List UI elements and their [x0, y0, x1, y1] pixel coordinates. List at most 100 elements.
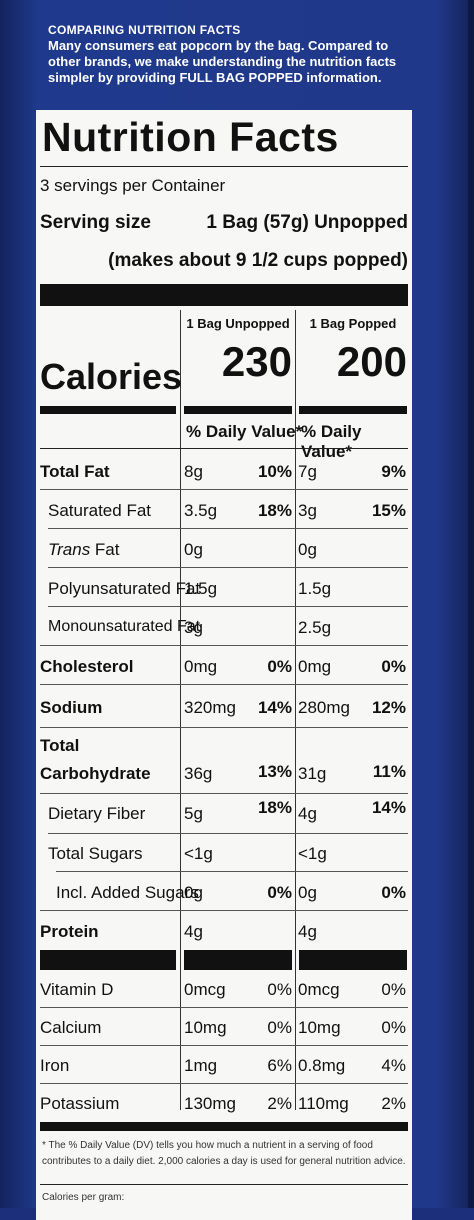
dv-unpopped: 18% [257, 501, 292, 520]
amount-unpopped: 0mg [184, 657, 218, 676]
calories-bar-left [40, 406, 176, 414]
calories-per-gram: Calories per gram: [42, 1192, 125, 1203]
nutrient-name-line-1: Total [40, 736, 80, 755]
dv-unpopped: 13% [257, 762, 292, 781]
amount-popped: 4g [298, 804, 317, 823]
amount-unpopped: 36g [184, 764, 213, 783]
amount-unpopped: 3g [184, 618, 203, 637]
dv-popped: 12% [371, 698, 406, 717]
intro-heading: COMPARING NUTRITION FACTS [48, 23, 241, 37]
dv-rule [40, 448, 408, 449]
protein-bar-mid [184, 950, 292, 970]
serving-size-label: Serving size [40, 212, 151, 233]
amount-popped: 31g [298, 764, 327, 783]
nutrition-facts-panel: Nutrition Facts 3 servings per Container… [36, 110, 412, 1220]
calories-popped: 200 [336, 338, 407, 385]
amount-popped: 0.8mg [298, 1056, 346, 1075]
dv-unpopped: 0% [267, 980, 292, 999]
calories-label: Calories [40, 356, 183, 397]
nutrient-row-total-fat: Total Fat 8g 10% 7g 9% [36, 452, 412, 490]
dv-popped: 0% [381, 883, 406, 902]
nutrient-row-protein: Protein 4g 4g [36, 912, 412, 950]
row-rule [40, 645, 408, 646]
row-rule [40, 1083, 408, 1084]
dv-popped: 0% [381, 1018, 406, 1037]
footnote: * The % Daily Value (DV) tells you how m… [42, 1138, 408, 1170]
amount-popped: <1g [298, 844, 327, 863]
nutrient-name: Vitamin D [40, 980, 114, 999]
nutrient-row-sodium: Sodium 320mg 14% 280mg 12% [36, 686, 412, 728]
nutrient-name: Saturated Fat [48, 501, 152, 520]
dv-unpopped: 10% [257, 462, 292, 481]
amount-popped: 1.5g [298, 579, 332, 598]
calories-bar-mid [184, 406, 292, 414]
nutrient-row-trans-fat: Trans Fat 0g 0g [36, 530, 412, 568]
serving-size-note: (makes about 9 1/2 cups popped) [108, 250, 408, 271]
nutrient-name: Total Sugars [48, 844, 143, 863]
servings-per-container: 3 servings per Container [40, 176, 226, 195]
amount-popped: 3g [298, 501, 317, 520]
trans-fat-rest: Fat [90, 540, 120, 559]
footnote-bar [40, 1122, 408, 1131]
row-rule [48, 606, 408, 607]
dv-unpopped: 14% [257, 698, 292, 717]
dv-header-b: % Daily Value* [301, 422, 362, 461]
amount-unpopped: 130mg [184, 1094, 236, 1113]
panel-title: Nutrition Facts [42, 114, 339, 160]
amount-popped: 0g [298, 883, 317, 902]
protein-bar-left [40, 950, 176, 970]
nutrient-name: Calcium [40, 1018, 102, 1037]
dv-popped: 14% [371, 798, 406, 817]
nutrient-name: Protein [40, 922, 99, 941]
dv-unpopped: 6% [267, 1056, 292, 1075]
nutrient-name-line-2: Carbohydrate [40, 764, 151, 783]
amount-popped: 7g [298, 462, 317, 481]
nutrient-row-dietary-fiber: Dietary Fiber 5g 18% 4g 14% [36, 794, 412, 834]
dv-unpopped: 0% [267, 657, 292, 676]
amount-unpopped: 0mcg [184, 980, 226, 999]
amount-unpopped: 10mg [184, 1018, 227, 1037]
intro-line-2: other brands, we make understanding the … [48, 54, 397, 69]
column-b-header: 1 Bag Popped [309, 316, 397, 331]
nutrient-row-saturated-fat: Saturated Fat 3.5g 18% 3g 15% [36, 491, 412, 529]
footnote-rule [40, 1184, 408, 1185]
nutrient-name: Cholesterol [40, 657, 134, 676]
nutrient-name: Incl. Added Sugars [56, 883, 199, 902]
nutrient-row-cholesterol: Cholesterol 0mg 0% 0mg 0% [36, 647, 412, 685]
amount-unpopped: 1mg [184, 1056, 218, 1075]
amount-unpopped: 3.5g [184, 501, 218, 520]
dv-popped: 4% [381, 1056, 406, 1075]
dv-popped: 15% [371, 501, 406, 520]
nutrient-row-potassium: Potassium 130mg 2% 110mg 2% [36, 1084, 412, 1122]
amount-unpopped: 0g [184, 540, 203, 559]
dv-popped: 2% [381, 1094, 406, 1113]
amount-popped: 4g [298, 922, 317, 941]
row-rule [40, 793, 408, 794]
column-divider-b [295, 310, 296, 1110]
row-rule [40, 1007, 408, 1008]
nutrient-row-total-sugars: Total Sugars <1g <1g [36, 834, 412, 872]
intro-text: COMPARING NUTRITION FACTS Many consumers… [48, 22, 448, 86]
nutrient-name: Trans Fat [48, 540, 120, 560]
dv-unpopped: 18% [257, 798, 292, 817]
amount-popped: 0mcg [298, 980, 340, 999]
footnote-line-1: * The % Daily Value (DV) tells you how m… [42, 1140, 373, 1151]
row-rule [40, 684, 408, 685]
row-rule [48, 567, 408, 568]
dv-header-a: % Daily Value* [186, 422, 303, 441]
nutrient-name: Monounsaturated Fat [48, 618, 201, 635]
amount-popped: 0g [298, 540, 317, 559]
thick-divider [40, 284, 408, 306]
row-rule [48, 833, 408, 834]
dv-popped: 0% [381, 980, 406, 999]
amount-popped: 2.5g [298, 618, 332, 637]
nutrient-name: Total Fat [40, 462, 110, 481]
nutrient-name: Sodium [40, 698, 103, 717]
title-rule [40, 166, 408, 167]
amount-unpopped: 8g [184, 462, 203, 481]
amount-unpopped: <1g [184, 844, 213, 863]
column-divider-a [180, 310, 181, 1110]
dv-unpopped: 0% [267, 883, 292, 902]
nutrient-row-calcium: Calcium 10mg 0% 10mg 0% [36, 1008, 412, 1046]
nutrient-row-polyunsaturated-fat: Polyunsaturated Fat 1.5g 1.5g [36, 569, 412, 607]
